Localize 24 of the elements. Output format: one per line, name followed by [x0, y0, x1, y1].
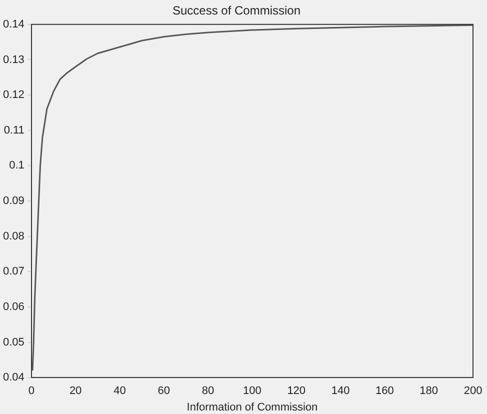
x-tick-label: 100 [243, 385, 262, 398]
y-tick-label: 0.1 [9, 160, 24, 172]
y-tick-label: 0.09 [2, 195, 24, 208]
chart-title: Success of Commission [172, 4, 301, 18]
x-tick-label: 20 [69, 385, 82, 398]
x-tick-label: 120 [287, 385, 306, 398]
y-tick-label: 0.05 [2, 336, 24, 348]
x-tick-label: 40 [114, 385, 126, 398]
y-tick-label: 0.06 [2, 300, 24, 313]
y-tick-label: 0.07 [2, 266, 24, 278]
y-tick-label: 0.08 [2, 230, 24, 242]
x-tick-label: 60 [158, 385, 170, 398]
y-tick-label: 0.14 [2, 18, 24, 30]
y-tick-label: 0.13 [2, 54, 24, 66]
x-tick-label: 140 [331, 385, 350, 398]
y-tick-label: 0.11 [4, 124, 24, 136]
x-tick-label: 80 [202, 385, 214, 398]
y-tick-label: 0.04 [2, 372, 24, 384]
y-tick-label: 0.12 [2, 89, 24, 102]
x-tick-label: 200 [464, 385, 482, 398]
x-tick-label: 160 [376, 385, 394, 398]
x-tick-label: 0 [28, 385, 34, 398]
x-axis-title: Information of Commission [186, 401, 318, 414]
x-tick-label: 180 [420, 385, 438, 398]
